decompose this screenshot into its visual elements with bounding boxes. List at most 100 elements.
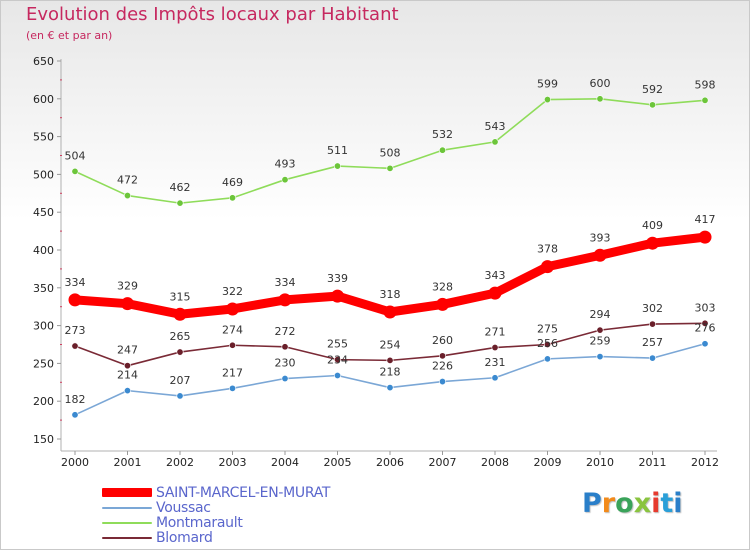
point-saint-marcel-en-murat (436, 297, 449, 311)
point-montmarault (543, 96, 551, 104)
point-blomard (386, 356, 394, 364)
logo-letter: o (615, 488, 634, 519)
point-saint-marcel-en-murat (593, 248, 607, 262)
point-montmarault (701, 96, 709, 104)
point-saint-marcel-en-murat (541, 260, 554, 274)
data-label-blomard: 255 (327, 338, 348, 351)
point-montmarault (71, 167, 79, 175)
point-blomard (438, 352, 446, 360)
point-voussac (176, 392, 184, 400)
data-label-saint-marcel-en-murat: 328 (432, 280, 453, 293)
legend-label: Voussac (156, 499, 211, 516)
point-voussac (491, 374, 499, 382)
point-blomard (176, 348, 184, 356)
point-blomard (701, 319, 709, 327)
point-voussac (438, 378, 446, 386)
data-label-saint-marcel-en-murat: 378 (537, 243, 558, 256)
data-label-blomard: 273 (65, 324, 86, 337)
data-label-blomard: 274 (222, 323, 243, 336)
data-label-saint-marcel-en-murat: 339 (327, 272, 348, 285)
data-label-saint-marcel-en-murat: 334 (275, 276, 296, 289)
data-label-voussac: 234 (327, 353, 348, 366)
data-label-montmarault: 592 (642, 83, 663, 96)
point-blomard (281, 343, 289, 351)
data-label-blomard: 247 (117, 344, 138, 357)
legend-swatch-saint-marcel (102, 488, 152, 497)
data-label-saint-marcel-en-murat: 318 (380, 288, 401, 301)
logo-letter: r (601, 488, 616, 519)
data-label-voussac: 259 (590, 335, 611, 348)
x-tick-label: 2003 (219, 456, 247, 469)
point-voussac (596, 353, 604, 361)
y-tick-label: 450 (33, 206, 54, 219)
data-label-blomard: 271 (485, 326, 506, 339)
point-montmarault (596, 95, 604, 103)
data-label-saint-marcel-en-murat: 334 (65, 276, 86, 289)
y-tick-label: 550 (33, 131, 54, 144)
x-tick-label: 2001 (114, 456, 142, 469)
y-tick-label: 650 (33, 55, 54, 68)
legend-label: Blomard (156, 529, 213, 546)
legend-item-voussac: Voussac (102, 499, 211, 516)
data-label-montmarault: 493 (275, 158, 296, 171)
data-label-montmarault: 599 (537, 78, 558, 91)
point-blomard (491, 344, 499, 352)
data-label-saint-marcel-en-murat: 343 (485, 269, 506, 282)
point-montmarault (176, 199, 184, 207)
logo-letter: P (582, 488, 602, 519)
point-blomard (71, 342, 79, 350)
point-saint-marcel-en-murat (698, 230, 712, 244)
y-tick-label: 400 (33, 244, 54, 257)
data-label-saint-marcel-en-murat: 315 (170, 290, 191, 303)
data-label-montmarault: 543 (485, 120, 506, 133)
x-tick-label: 2011 (639, 456, 667, 469)
data-label-blomard: 265 (170, 330, 191, 343)
y-tick-label: 600 (33, 93, 54, 106)
data-label-montmarault: 532 (432, 128, 453, 141)
data-label-montmarault: 472 (117, 174, 138, 187)
point-voussac (333, 371, 341, 379)
x-tick-label: 2008 (481, 456, 509, 469)
point-saint-marcel-en-murat (173, 307, 187, 321)
data-label-montmarault: 469 (222, 176, 243, 189)
data-label-blomard: 302 (642, 302, 663, 315)
logo-letter: i (673, 488, 683, 519)
point-saint-marcel-en-murat (121, 297, 134, 311)
data-label-voussac: 276 (695, 322, 716, 335)
y-tick-label: 350 (33, 282, 54, 295)
data-label-blomard: 275 (537, 323, 558, 336)
x-tick-label: 2000 (61, 456, 89, 469)
point-saint-marcel-en-murat (278, 293, 292, 307)
y-tick-label: 150 (33, 433, 54, 446)
legend-swatch-voussac (102, 506, 152, 509)
data-label-montmarault: 600 (590, 77, 611, 90)
data-label-voussac: 257 (642, 336, 663, 349)
logo-letter: i (651, 488, 661, 519)
y-tick-label: 200 (33, 395, 54, 408)
x-tick-label: 2010 (586, 456, 614, 469)
point-blomard (648, 320, 656, 328)
data-label-voussac: 231 (485, 356, 506, 369)
legend-swatch-blomard (102, 536, 152, 539)
data-label-saint-marcel-en-murat: 417 (695, 213, 716, 226)
legend-item-montmarault: Montmarault (102, 515, 243, 531)
point-blomard (543, 340, 551, 348)
data-label-montmarault: 598 (695, 78, 716, 91)
legend-swatch-montmarault (102, 521, 152, 524)
point-blomard (333, 356, 341, 364)
data-label-montmarault: 508 (380, 146, 401, 159)
y-tick-label: 500 (33, 168, 54, 181)
logo-letter: x (633, 488, 652, 519)
data-label-voussac: 217 (222, 366, 243, 379)
proxiti-logo: Proxiti (582, 488, 683, 519)
point-voussac (701, 340, 709, 348)
data-label-voussac: 256 (537, 337, 558, 350)
x-tick-label: 2007 (429, 456, 457, 469)
data-label-blomard: 272 (275, 325, 296, 338)
point-blomard (229, 341, 237, 349)
point-saint-marcel-en-murat (68, 293, 82, 307)
legend-item-saint-marcel: SAINT-MARCEL-EN-MURAT (102, 485, 330, 501)
x-tick-label: 2004 (271, 456, 299, 469)
